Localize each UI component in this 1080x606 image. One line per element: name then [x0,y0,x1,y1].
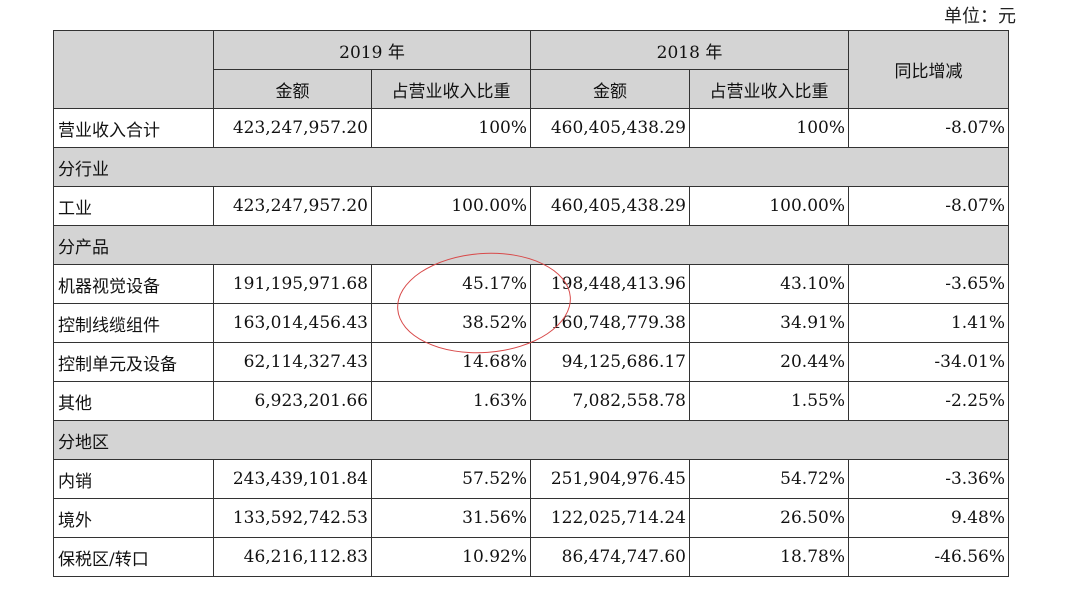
amount-2018-cell: 251,904,976.45 [530,459,690,499]
share-2018-cell: 1.55% [689,381,849,421]
table-row: 保税区/转口 46,216,112.83 10.92% 86,474,747.60 18… [53,537,1009,577]
amount-2018-cell: 94,125,686.17 [530,342,690,382]
yoy-cell: -8.07% [848,186,1009,226]
amount-2019-cell: 191,195,971.68 [213,264,372,304]
row-label: 工业 [53,186,214,226]
share-2018-cell: 26.50% [689,498,849,538]
section-row: 分地区 [53,420,1009,460]
amount-2018-cell: 160,748,779.38 [530,303,690,343]
row-label: 保税区/转口 [53,537,214,577]
share-2019-cell: 100% [371,108,531,148]
amount-2019-cell: 423,247,957.20 [213,186,372,226]
table-row: 控制单元及设备 62,114,327.43 14.68% 94,125,686.17 2… [53,342,1009,382]
header-amount-2018: 金额 [530,69,690,109]
amount-2018-cell: 122,025,714.24 [530,498,690,538]
table-row: 机器视觉设备 191,195,971.68 45.17% 198,448,413.96… [53,264,1009,304]
share-2019-cell: 1.63% [371,381,531,421]
row-label: 机器视觉设备 [53,264,214,304]
amount-2019-cell: 163,014,456.43 [213,303,372,343]
section-label: 分地区 [53,420,1009,460]
table-row: 工业 423,247,957.20 100.00% 460,405,438.29 100… [53,186,1009,226]
row-label: 其他 [53,381,214,421]
yoy-cell: -3.65% [848,264,1009,304]
amount-2019-cell: 62,114,327.43 [213,342,372,382]
yoy-cell: -34.01% [848,342,1009,382]
share-2019-cell: 10.92% [371,537,531,577]
header-2018: 2018 年 [530,30,849,70]
share-2018-cell: 34.91% [689,303,849,343]
row-label: 境外 [53,498,214,538]
table-row: 其他 6,923,201.66 1.63% 7,082,558.78 1.55% -2.2… [53,381,1009,421]
amount-2019-cell: 243,439,101.84 [213,459,372,499]
yoy-cell: 9.48% [848,498,1009,538]
table-row: 营业收入合计 423,247,957.20 100% 460,405,438.29 10… [53,108,1009,148]
header-share-2019: 占营业收入比重 [371,69,531,109]
header-2019: 2019 年 [213,30,531,70]
header-yoy: 同比增减 [848,30,1009,109]
amount-2018-cell: 460,405,438.29 [530,108,690,148]
yoy-cell: -2.25% [848,381,1009,421]
amount-2019-cell: 423,247,957.20 [213,108,372,148]
section-label: 分行业 [53,147,1009,187]
yoy-cell: -3.36% [848,459,1009,499]
share-2019-cell: 31.56% [371,498,531,538]
section-label: 分产品 [53,225,1009,265]
row-label: 控制单元及设备 [53,342,214,382]
amount-2018-cell: 460,405,438.29 [530,186,690,226]
share-2019-cell: 45.17% [371,264,531,304]
amount-2018-cell: 86,474,747.60 [530,537,690,577]
header-share-2018: 占营业收入比重 [689,69,849,109]
unit-label: 单位：元 [944,6,1016,27]
section-row: 分行业 [53,147,1009,187]
row-label: 营业收入合计 [53,108,214,148]
table-row: 境外 133,592,742.53 31.56% 122,025,714.24 26.5… [53,498,1009,538]
yoy-cell: 1.41% [848,303,1009,343]
amount-2019-cell: 6,923,201.66 [213,381,372,421]
header-row-metrics: 金额 占营业收入比重 金额 占营业收入比重 [54,69,1009,109]
share-2019-cell: 14.68% [371,342,531,382]
row-label: 内销 [53,459,214,499]
share-2018-cell: 20.44% [689,342,849,382]
table-row: 控制线缆组件 163,014,456.43 38.52% 160,748,779.38… [53,303,1009,343]
share-2018-cell: 43.10% [689,264,849,304]
share-2018-cell: 100% [689,108,849,148]
share-2019-cell: 38.52% [371,303,531,343]
revenue-table: 2019 年 2018 年 同比增减 金额 占营业收入比重 金额 占营业收入比重… [53,30,1009,577]
yoy-cell: -46.56% [848,537,1009,577]
header-row-years: 2019 年 2018 年 同比增减 [53,30,1009,109]
share-2019-cell: 100.00% [371,186,531,226]
amount-2019-cell: 133,592,742.53 [213,498,372,538]
yoy-cell: -8.07% [848,108,1009,148]
share-2018-cell: 18.78% [689,537,849,577]
share-2018-cell: 100.00% [689,186,849,226]
header-blank-cell [53,30,214,109]
amount-2018-cell: 7,082,558.78 [530,381,690,421]
amount-2019-cell: 46,216,112.83 [213,537,372,577]
share-2018-cell: 54.72% [689,459,849,499]
header-amount-2019: 金额 [213,69,372,109]
table-row: 内销 243,439,101.84 57.52% 251,904,976.45 54.7… [53,459,1009,499]
row-label: 控制线缆组件 [53,303,214,343]
amount-2018-cell: 198,448,413.96 [530,264,690,304]
share-2019-cell: 57.52% [371,459,531,499]
section-row: 分产品 [53,225,1009,265]
